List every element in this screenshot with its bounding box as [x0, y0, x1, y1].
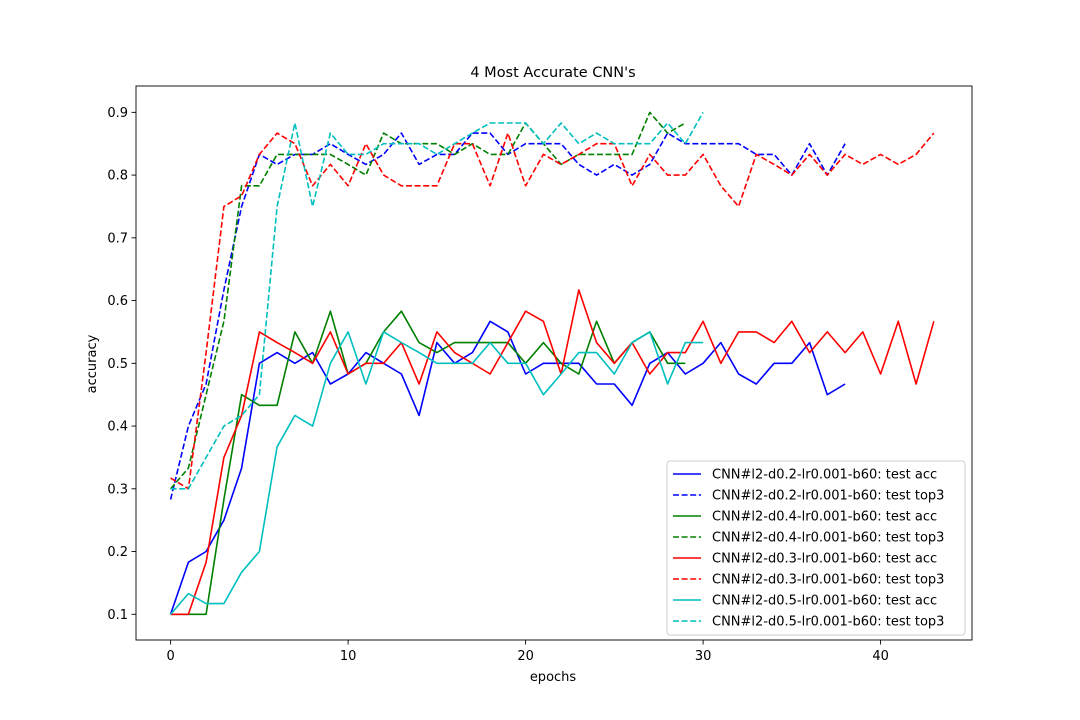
legend: CNN#l2-d0.2-lr0.001-b60: test acc CNN#l2-…: [666, 460, 966, 636]
series-line-2: [169, 132, 846, 500]
y-tick-label: 0.9: [107, 106, 128, 121]
legend-label: CNN#l2-d0.2-lr0.001-b60: test acc: [712, 468, 937, 483]
y-tick-label: 0.3: [107, 482, 128, 497]
x-tick-label: 30: [695, 649, 712, 664]
series-line-1: [169, 320, 846, 615]
y-axis-label: accuracy: [85, 334, 100, 393]
axes: 0 10 20 30 40 0.1 0.2 0.3 0.4 0.5 0.6 0.7 0.8 0.9: [107, 85, 973, 664]
legend-label: CNN#l2-d0.5-lr0.001-b60: test top3: [712, 615, 944, 630]
x-tick-label: 40: [872, 649, 889, 664]
x-tick-label: 20: [517, 649, 534, 664]
plot-area: [169, 111, 935, 616]
y-tick-label: 0.1: [107, 608, 128, 623]
y-tick-label: 0.4: [107, 420, 128, 435]
legend-label: CNN#l2-d0.3-lr0.001-b60: test acc: [712, 552, 937, 567]
chart-title: 4 Most Accurate CNN's: [470, 65, 635, 81]
legend-label: CNN#l2-d0.3-lr0.001-b60: test top3: [712, 573, 944, 588]
series-line-7: [169, 331, 704, 615]
y-tick-label: 0.2: [107, 545, 128, 560]
y-tick-label: 0.5: [107, 357, 128, 372]
y-tick-label: 0.8: [107, 169, 128, 184]
series-line-5: [170, 289, 935, 616]
legend-label: CNN#l2-d0.2-lr0.001-b60: test top3: [712, 489, 944, 504]
legend-label: CNN#l2-d0.4-lr0.001-b60: test acc: [712, 510, 937, 525]
y-tick-label: 0.6: [107, 294, 128, 309]
series-line-8: [170, 112, 704, 490]
x-tick-label: 0: [166, 649, 174, 664]
x-tick-label: 10: [340, 649, 357, 664]
x-axis-label: epochs: [530, 670, 577, 685]
legend-box: [666, 460, 966, 636]
legend-label: CNN#l2-d0.4-lr0.001-b60: test top3: [712, 531, 944, 546]
y-tick-label: 0.7: [107, 231, 128, 246]
series-line-6: [170, 132, 935, 490]
series-line-3: [170, 310, 686, 616]
legend-label: CNN#l2-d0.5-lr0.001-b60: test acc: [712, 594, 937, 609]
series-line-4: [169, 111, 686, 490]
